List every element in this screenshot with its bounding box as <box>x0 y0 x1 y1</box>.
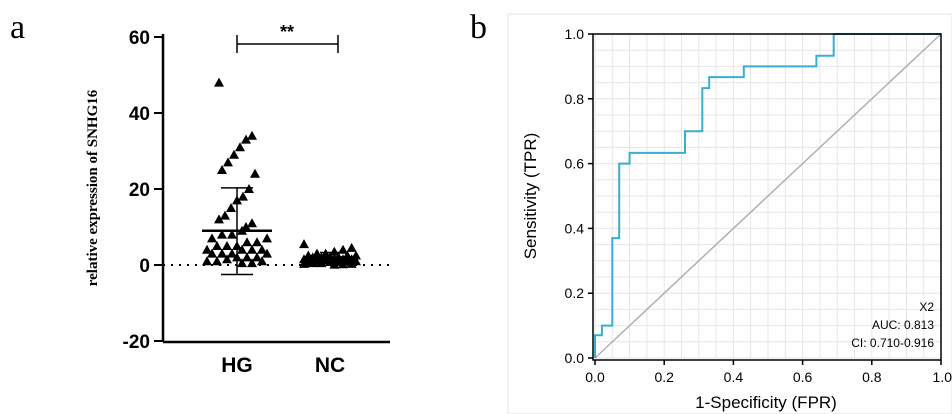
data-point <box>238 191 248 201</box>
x-tick-label: 0.6 <box>793 369 813 385</box>
data-point <box>212 256 222 266</box>
data-point <box>247 244 257 254</box>
x-tick-label: 0.4 <box>724 369 744 385</box>
panel-a-y-axis-label: relative expression of SNHG16 <box>85 89 101 286</box>
data-point <box>226 203 236 212</box>
data-point <box>346 258 357 268</box>
data-point <box>237 258 247 268</box>
data-point <box>257 256 267 266</box>
panel-a-x-ticks: HG NC <box>221 354 345 377</box>
data-point <box>299 239 309 249</box>
data-point <box>212 241 222 250</box>
panel-b-x-ticks: 0.0 0.2 0.4 0.6 0.8 1.0 <box>585 360 952 385</box>
y-tick-label: -20 <box>123 332 150 353</box>
data-point <box>237 244 247 254</box>
x-category-label: NC <box>315 354 345 377</box>
data-point <box>257 244 267 254</box>
x-tick-label: 0.0 <box>585 369 605 385</box>
panel-a-label: a <box>10 9 25 46</box>
panel-a: a relative expression of SNHG16 60 40 20 0 -… <box>10 9 390 377</box>
y-tick-label: 0.4 <box>565 220 585 236</box>
data-point <box>202 244 212 254</box>
data-point <box>202 256 212 266</box>
significance-stars: ** <box>280 22 294 42</box>
panel-b-y-ticks: 0.0 0.2 0.4 0.6 0.8 1.0 <box>565 26 593 366</box>
y-tick-label: 0.8 <box>565 91 585 107</box>
y-tick-label: 1.0 <box>565 26 585 42</box>
series-label: X2 <box>919 300 934 314</box>
y-tick-label: 0.6 <box>565 156 585 172</box>
roc-curve <box>594 33 941 358</box>
data-point <box>247 130 257 140</box>
significance-bracket <box>236 35 339 53</box>
data-point <box>220 210 230 220</box>
panel-b-frame <box>507 13 952 414</box>
auc-label: AUC: 0.813 <box>872 318 934 332</box>
panel-b-label: b <box>470 9 487 46</box>
y-tick-label: 0 <box>139 256 150 277</box>
data-point <box>346 242 357 252</box>
data-point <box>222 241 232 250</box>
data-point <box>329 246 340 256</box>
data-point <box>262 233 272 243</box>
panel-b: b 0.00.20.40.60.81.0 0.0 0.2 0.4 0.6 0.8 1.0 … <box>470 9 952 414</box>
data-point <box>241 134 251 144</box>
data-point <box>262 248 272 258</box>
x-tick-label: 0.2 <box>654 369 674 385</box>
ci-label: CI: 0.710-0.916 <box>851 336 934 350</box>
data-point <box>247 218 257 228</box>
y-tick-label: 0.0 <box>565 350 585 366</box>
panel-b-y-axis-label: Sensitivity (TPR) <box>521 133 540 260</box>
data-point <box>247 258 257 268</box>
y-tick-label: 40 <box>129 104 150 125</box>
data-point <box>250 168 260 178</box>
data-point <box>217 229 227 239</box>
panel-a-points <box>202 77 361 269</box>
data-point <box>229 149 239 159</box>
data-point <box>329 259 340 269</box>
y-tick-label: 20 <box>129 180 150 201</box>
data-point <box>252 237 262 247</box>
x-tick-label: 1.0 <box>933 369 952 385</box>
panel-a-y-ticks: 60 40 20 0 -20 <box>123 28 163 353</box>
data-point <box>338 244 348 254</box>
data-point <box>351 250 361 260</box>
panel-b-reference-diagonal <box>594 33 942 359</box>
data-point <box>242 237 252 247</box>
data-point <box>207 233 217 243</box>
data-point <box>217 248 227 258</box>
data-point <box>214 214 224 224</box>
data-point <box>235 142 245 152</box>
data-point <box>222 254 232 264</box>
x-category-label: HG <box>221 354 253 377</box>
data-point <box>242 252 252 262</box>
data-point <box>223 157 233 167</box>
data-point <box>338 259 348 269</box>
data-point <box>207 248 217 258</box>
data-point <box>217 165 227 174</box>
roc-annotation: X2 AUC: 0.813 CI: 0.710-0.916 <box>851 300 934 350</box>
panel-a-error-bars <box>202 187 350 276</box>
data-point <box>252 252 262 262</box>
x-tick-label: 0.8 <box>862 369 882 385</box>
data-point <box>227 248 237 258</box>
data-point <box>214 77 224 87</box>
data-point <box>307 258 318 268</box>
data-point <box>227 229 237 239</box>
panel-b-plot-border <box>592 33 942 361</box>
data-point <box>312 248 322 258</box>
y-tick-label: 60 <box>129 28 150 49</box>
y-tick-label: 0.2 <box>565 285 585 301</box>
panel-b-x-axis-label: 1-Specificity (FPR) <box>695 393 837 412</box>
data-point <box>299 258 309 268</box>
